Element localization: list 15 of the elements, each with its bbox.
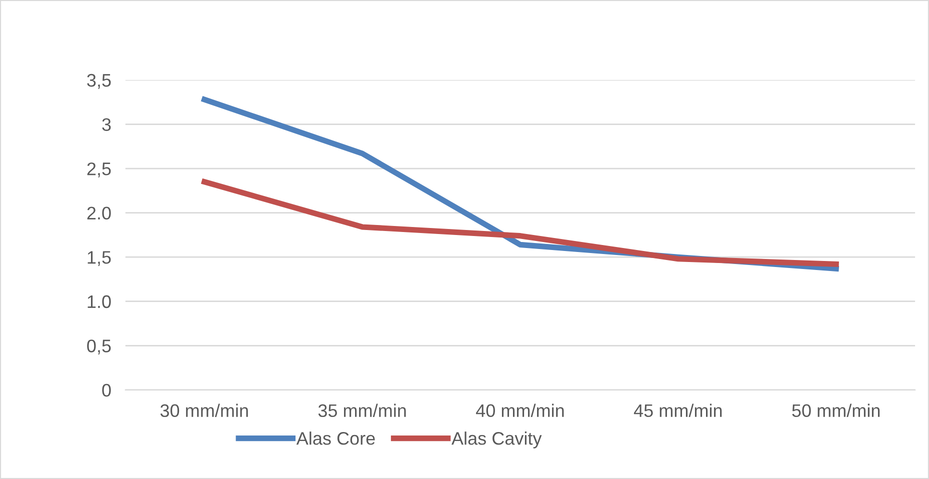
y-tick-label: 1,5 (88, 251, 111, 266)
x-tick-label: 35 mm/min (318, 404, 406, 418)
y-tick-label: 0,5 (87, 340, 111, 354)
y-tick-label: 2.0 (87, 206, 111, 220)
y-tick-label: 1.0 (88, 295, 111, 308)
x-tick-label: 30 mm/min (160, 404, 248, 418)
x-tick-label: 45 mm/min (634, 404, 722, 418)
y-tick-label: 3 (102, 118, 111, 131)
x-tick-label: 50 mm/min (792, 404, 880, 418)
x-tick-label: 40 mm/min (476, 404, 564, 418)
legend-label: Alas Cavity (452, 432, 542, 448)
legend-label: Alas Core (296, 432, 375, 445)
y-tick-label: 3,5 (87, 74, 111, 89)
y-tick-label: 0 (102, 384, 111, 397)
y-tick-label: 2,5 (87, 162, 111, 178)
